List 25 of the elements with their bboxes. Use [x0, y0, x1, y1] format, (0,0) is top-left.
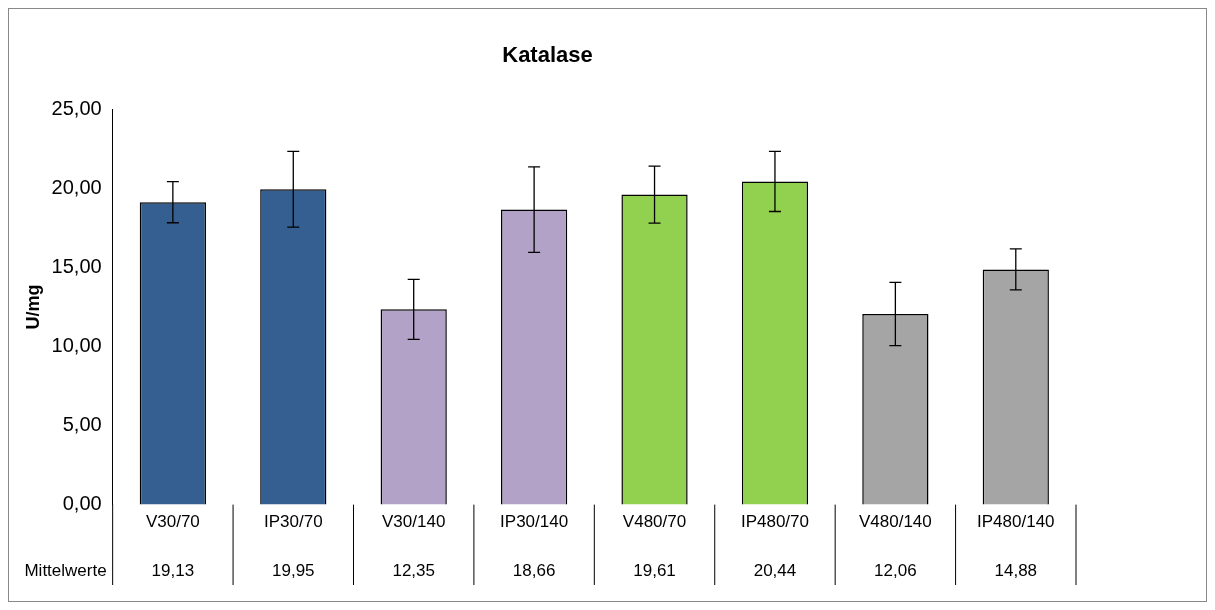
data-label: 19,61	[633, 560, 676, 580]
y-tick-label: 10,00	[51, 334, 102, 357]
x-tick-label: IP480/140	[977, 512, 1055, 532]
data-label: 12,35	[392, 560, 435, 580]
y-tick-label: 20,00	[51, 175, 102, 198]
data-label: 20,44	[753, 560, 797, 580]
data-label: 18,66	[512, 560, 556, 580]
x-tick-label: IP480/70	[740, 512, 809, 532]
data-label: 14,88	[994, 560, 1038, 580]
y-tick-label: 5,00	[62, 413, 102, 436]
text: Mittelwerte	[24, 560, 107, 580]
x-tick-label: IP30/140	[500, 512, 569, 532]
x-tick-label: IP30/70	[263, 512, 323, 532]
data-label: 19,95	[272, 560, 315, 580]
y-tick-label: 15,00	[51, 255, 102, 277]
data-label: 19,13	[151, 560, 195, 580]
x-tick-label: V480/70	[622, 512, 687, 532]
x-tick-label: V30/140	[382, 512, 446, 532]
x-tick-label: V480/140	[858, 512, 932, 532]
y-tick-label: 0,00	[62, 492, 102, 515]
chart-title: Katalase	[502, 42, 593, 68]
y-tick-label: 25,00	[51, 96, 102, 119]
y-axis-title: U/mg	[22, 284, 43, 330]
x-tick-label: V30/70	[145, 512, 200, 532]
data-label: 12,06	[874, 560, 917, 580]
